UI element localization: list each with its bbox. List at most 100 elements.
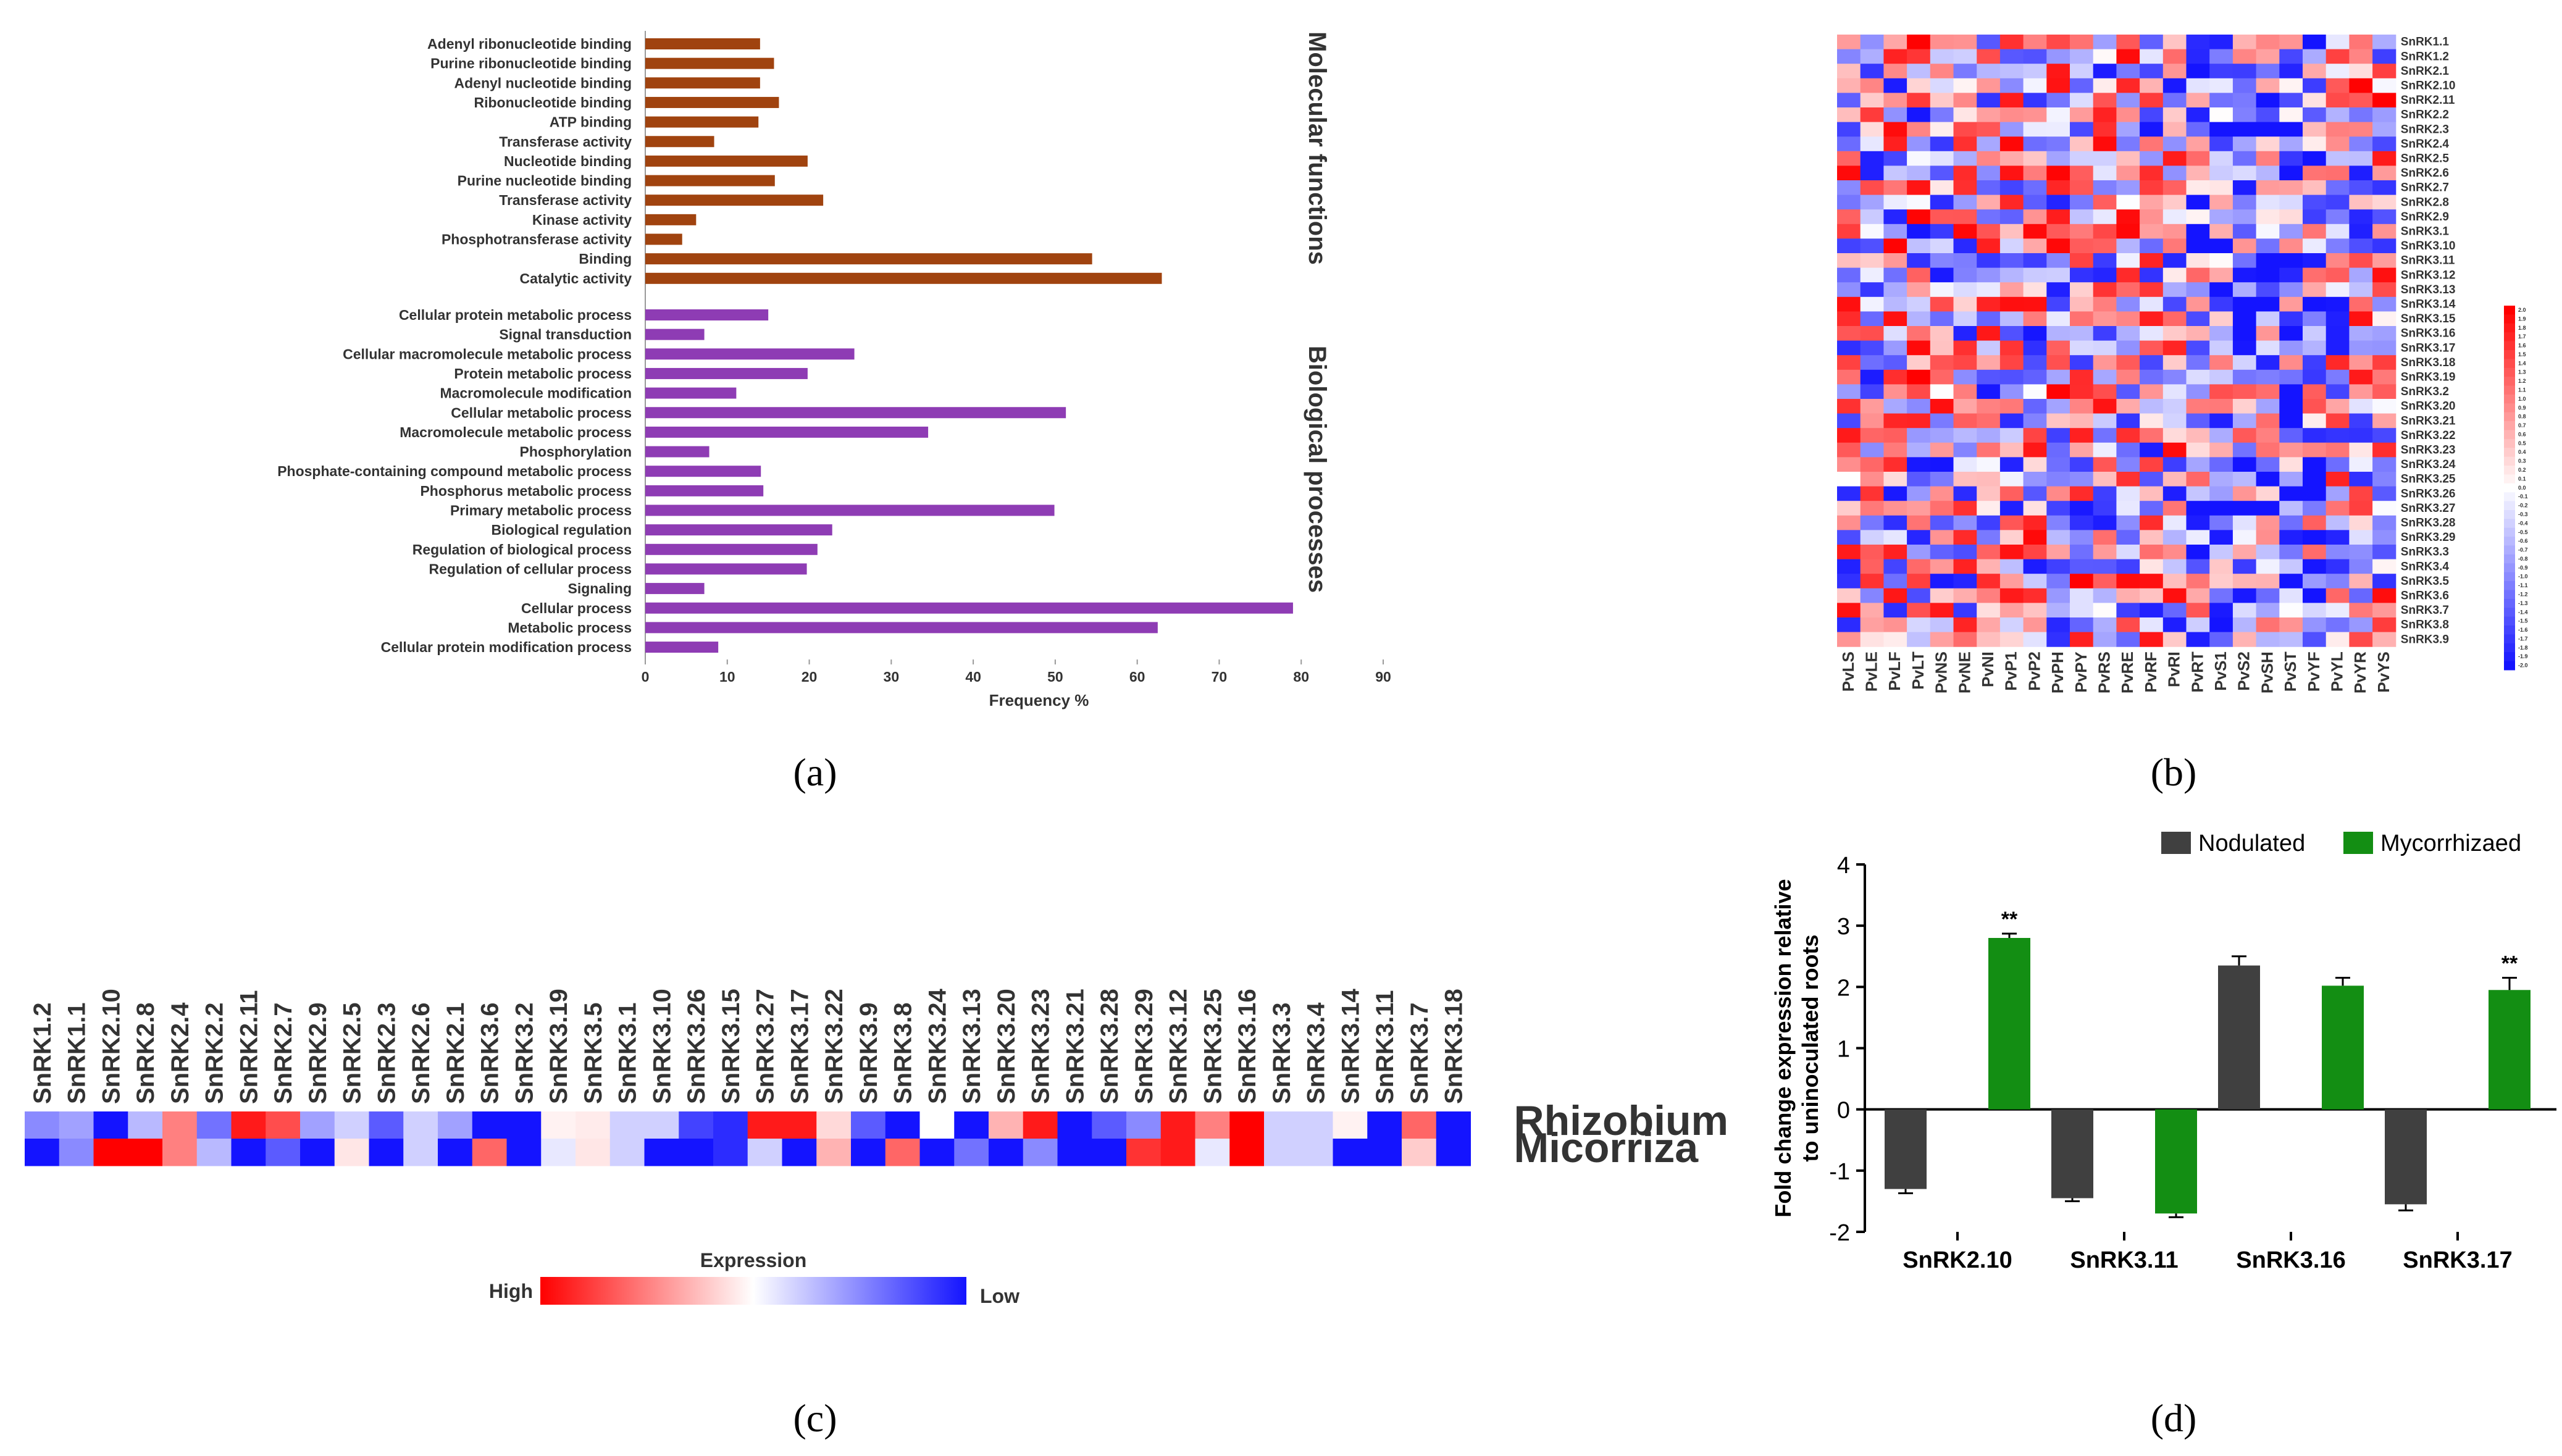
column-label-snrk3-6: SnRK3.6 <box>477 1003 504 1105</box>
heatmap-cell-snrk3-3-pvs1 <box>2209 545 2233 560</box>
heatmap-cell-snrk2-10-pvlf <box>1883 78 1907 93</box>
heatmap-cell-snrk3-24-pvrt <box>2186 457 2210 472</box>
heatmap-cell-snrk3-13-pvlf <box>1883 282 1907 298</box>
heatmap-cell-snrk3-2-pvne <box>1953 384 1977 400</box>
heatmap-cell-snrk3-18-pvne <box>1953 355 1977 370</box>
heatmap-cell-snrk1-1-pvp1 <box>1999 35 2024 50</box>
scale-swatch-12 <box>2504 412 2515 422</box>
cell-rhizobium-snrk1-1 <box>59 1111 94 1139</box>
heatmap-cell-snrk3-16-pvph <box>2046 326 2070 341</box>
scale-tick-23: -0.3 <box>2518 511 2528 517</box>
heatmap-cell-snrk3-26-pvlt <box>1907 486 1931 501</box>
heatmap-cell-snrk3-22-pvyl <box>2325 428 2350 443</box>
column-label-pvyf: PvYF <box>2305 651 2323 692</box>
row-label-snrk3-12: SnRK3.12 <box>2401 269 2456 282</box>
heatmap-cell-snrk2-7-pvne <box>1953 180 1977 196</box>
column-label-snrk3-24: SnRK3.24 <box>924 989 951 1104</box>
heatmap-cell-snrk1-2-pvys <box>2372 49 2397 64</box>
heatmap-cell-snrk2-11-pvri <box>2162 93 2187 108</box>
heatmap-cell-snrk2-3-pvp2 <box>2023 122 2047 137</box>
heatmap-cell-snrk3-20-pvsh <box>2256 399 2280 414</box>
heatmap-cell-snrk3-29-pvrt <box>2186 530 2210 545</box>
heatmap-cell-snrk2-10-pvre <box>2116 78 2140 93</box>
heatmap-cell-snrk2-3-pvlf <box>1883 122 1907 137</box>
heatmap-cell-snrk2-8-pvns <box>1930 195 1954 210</box>
heatmap-cell-snrk3-12-pvs2 <box>2232 267 2257 283</box>
heatmap-cell-snrk3-7-pvrt <box>2186 603 2210 618</box>
column-label-snrk2-10: SnRK2.10 <box>98 989 125 1104</box>
heatmap-cell-snrk3-18-pvp2 <box>2023 355 2047 370</box>
heatmap-cell-snrk3-28-pvst <box>2279 515 2303 530</box>
heatmap-cell-snrk1-2-pvrt <box>2186 49 2210 64</box>
legend-low-label: Low <box>980 1285 1019 1307</box>
heatmap-cell-snrk3-21-pvph <box>2046 413 2070 429</box>
heatmap-cell-snrk3-20-pvp2 <box>2023 399 2047 414</box>
scale-swatch-11 <box>2504 403 2515 413</box>
heatmap-cell-snrk3-14-pvp1 <box>1999 296 2024 312</box>
heatmap-cell-snrk3-17-pvs1 <box>2209 340 2233 356</box>
heatmap-cell-snrk2-11-pvrs <box>2093 93 2117 108</box>
heatmap-cell-snrk2-5-pvlt <box>1907 151 1931 166</box>
heatmap-cell-snrk2-9-pvyf <box>2303 209 2327 225</box>
heatmap-cell-snrk3-12-pvyr <box>2349 267 2373 283</box>
heatmap-cell-snrk3-12-pvyl <box>2325 267 2350 283</box>
heatmap-cell-snrk2-7-pvyl <box>2325 180 2350 196</box>
cell-rhizobium-snrk3-5 <box>576 1111 611 1139</box>
column-label-snrk3-5: SnRK3.5 <box>580 1003 607 1105</box>
cell-micorriza-snrk3-10 <box>644 1139 679 1166</box>
heatmap-cell-snrk2-10-pvph <box>2046 78 2070 93</box>
heatmap-cell-snrk3-24-pvrs <box>2093 457 2117 472</box>
y-tick-label-3: 3 <box>1837 914 1850 940</box>
heatmap-cell-snrk1-1-pvyf <box>2303 35 2327 50</box>
heatmap-cell-snrk3-24-pvni <box>1977 457 2001 472</box>
heatmap-cell-snrk3-21-pvni <box>1977 413 2001 429</box>
heatmap-cell-snrk3-26-pvys <box>2372 486 2397 501</box>
cell-micorriza-snrk2-8 <box>128 1139 163 1166</box>
heatmap-cell-snrk2-2-pvph <box>2046 107 2070 123</box>
heatmap-cell-snrk2-9-pvph <box>2046 209 2070 225</box>
heatmap-cell-snrk2-8-pvlt <box>1907 195 1931 210</box>
heatmap-cell-snrk3-29-pvpy <box>2070 530 2094 545</box>
heatmap-cell-snrk1-1-pvrf <box>2140 35 2164 50</box>
row-label-snrk2-9: SnRK2.9 <box>2401 211 2449 224</box>
heatmap-cell-snrk3-18-pvrt <box>2186 355 2210 370</box>
heatmap-cell-snrk3-12-pvp1 <box>1999 267 2024 283</box>
row-label-snrk3-13: SnRK3.13 <box>2401 283 2456 296</box>
heatmap-cell-snrk3-15-pvrt <box>2186 311 2210 327</box>
heatmap-cell-snrk3-7-pvyf <box>2303 603 2327 618</box>
heatmap-cell-snrk2-10-pvyr <box>2349 78 2373 93</box>
heatmap-cell-snrk3-5-pvre <box>2116 574 2140 589</box>
heatmap-cell-snrk3-8-pvp2 <box>2023 617 2047 633</box>
heatmap-cell-snrk3-28-pvs2 <box>2232 515 2257 530</box>
heatmap-cell-snrk1-1-pvs1 <box>2209 35 2233 50</box>
cell-rhizobium-snrk3-9 <box>851 1111 886 1139</box>
heatmap-cell-snrk2-5-pvyr <box>2349 151 2373 166</box>
column-label-snrk3-10: SnRK3.10 <box>648 989 676 1104</box>
heatmap-cell-snrk3-12-pvre <box>2116 267 2140 283</box>
heatmap-cell-snrk3-17-pvre <box>2116 340 2140 356</box>
heatmap-cell-snrk1-1-pvle <box>1860 35 1884 50</box>
heatmap-cell-snrk3-13-pvs1 <box>2209 282 2233 298</box>
heatmap-cell-snrk2-6-pvyl <box>2325 165 2350 181</box>
heatmap-cell-snrk1-2-pvri <box>2162 49 2187 64</box>
heatmap-cell-snrk3-4-pvrf <box>2140 559 2164 574</box>
heatmap-cell-snrk3-24-pvrf <box>2140 457 2164 472</box>
row-label-snrk2-4: SnRK2.4 <box>2401 138 2450 151</box>
panel-label-c: (c) <box>793 1396 837 1440</box>
heatmap-cell-snrk3-28-pvyl <box>2325 515 2350 530</box>
cell-micorriza-snrk3-7 <box>1402 1139 1437 1166</box>
heatmap-cell-snrk3-18-pvys <box>2372 355 2397 370</box>
cell-micorriza-snrk3-3 <box>1264 1139 1299 1166</box>
heatmap-cell-snrk3-29-pvri <box>2162 530 2187 545</box>
heatmap-cell-snrk3-6-pvyf <box>2303 588 2327 603</box>
heatmap-cell-snrk2-6-pvyr <box>2349 165 2373 181</box>
heatmap-cell-snrk3-2-pvrt <box>2186 384 2210 400</box>
scale-tick-35: -1.5 <box>2518 618 2528 624</box>
row-label-snrk3-22: SnRK3.22 <box>2401 429 2456 442</box>
heatmap-cell-snrk3-9-pvpy <box>2070 632 2094 647</box>
scale-swatch-18 <box>2504 466 2515 475</box>
heatmap-cell-snrk2-7-pvp1 <box>1999 180 2024 196</box>
heatmap-cell-snrk3-29-pvrf <box>2140 530 2164 545</box>
heatmap-cell-snrk3-12-pvys <box>2372 267 2397 283</box>
cell-rhizobium-snrk3-11 <box>1367 1111 1402 1139</box>
